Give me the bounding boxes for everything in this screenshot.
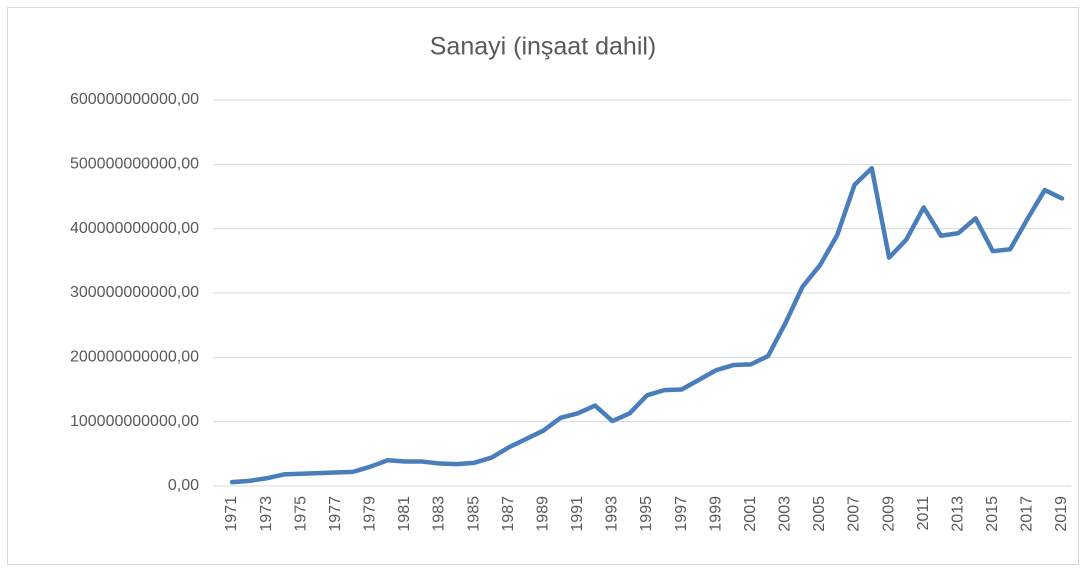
y-tick-label: 0,00 — [168, 477, 199, 494]
x-tick-label: 1991 — [569, 496, 586, 532]
y-tick-label: 100000000000,00 — [70, 413, 199, 430]
y-tick-label: 300000000000,00 — [70, 284, 199, 301]
x-tick-label: 2019 — [1053, 496, 1070, 532]
x-tick-label: 2005 — [811, 496, 828, 532]
x-tick-label: 1983 — [431, 496, 448, 532]
x-tick-label: 2001 — [742, 496, 759, 532]
x-tick-label: 1981 — [396, 496, 413, 532]
y-tick-label: 200000000000,00 — [70, 349, 199, 366]
x-tick-label: 2009 — [880, 496, 897, 532]
x-tick-label: 1999 — [707, 496, 724, 532]
x-tick-label: 2017 — [1019, 496, 1036, 532]
line-series — [229, 165, 1065, 485]
x-tick-label: 2011 — [915, 496, 932, 531]
x-tick-label: 1973 — [258, 496, 275, 532]
x-tick-label: 2003 — [777, 496, 794, 532]
x-tick-label: 1977 — [327, 496, 344, 532]
x-tick-label: 1995 — [638, 496, 655, 532]
y-tick-label: 400000000000,00 — [70, 220, 199, 237]
y-tick-label: 600000000000,00 — [70, 91, 199, 108]
x-tick-label: 2013 — [949, 496, 966, 532]
x-tick-label: 1979 — [362, 496, 379, 532]
x-tick-label: 2015 — [984, 496, 1001, 532]
x-tick-label: 1989 — [534, 496, 551, 532]
x-tick-label: 1993 — [604, 496, 621, 532]
x-tick-label: 1975 — [292, 496, 309, 532]
y-tick-label: 500000000000,00 — [70, 156, 199, 173]
x-tick-label: 1985 — [465, 496, 482, 532]
x-tick-label: 1971 — [223, 496, 240, 532]
x-tick-label: 1987 — [500, 496, 517, 532]
x-tick-label: 1997 — [673, 496, 690, 532]
x-tick-label: 2007 — [846, 496, 863, 532]
chart-title: Sanayi (inşaat dahil) — [430, 33, 657, 61]
